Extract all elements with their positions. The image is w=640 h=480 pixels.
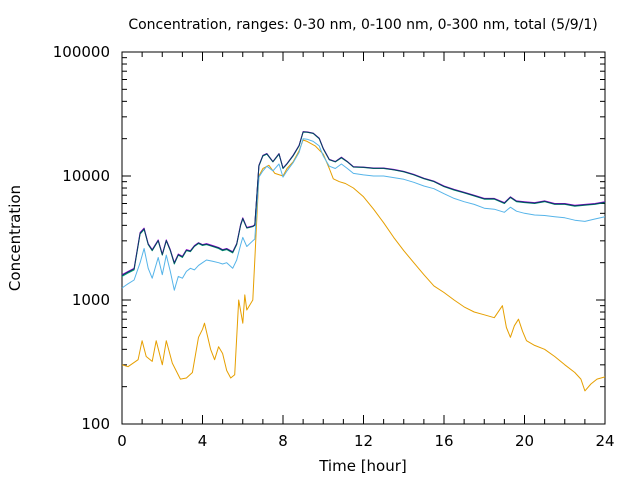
x-tick-label: 24 xyxy=(595,432,614,450)
series-line-5 xyxy=(121,131,606,276)
x-axis-ticks: 0 4 8 12 16 20 24 xyxy=(117,52,615,450)
x-axis-label: Time [hour] xyxy=(318,457,407,475)
x-tick-label: 20 xyxy=(515,432,534,450)
x-tick-label: 4 xyxy=(198,432,208,450)
y-tick-label: 100000 xyxy=(53,43,110,61)
x-tick-label: 8 xyxy=(278,432,288,450)
y-axis-label: Concentration xyxy=(6,185,24,291)
y-tick-label: 100 xyxy=(81,415,110,433)
data-series xyxy=(121,131,606,392)
y-tick-label: 1000 xyxy=(72,291,110,309)
y-tick-label: 10000 xyxy=(62,167,110,185)
series-line-1 xyxy=(121,139,606,392)
x-tick-label: 16 xyxy=(434,432,453,450)
y-axis-ticks: 100 1000 10000 100000 xyxy=(53,43,605,433)
plot-area-frame xyxy=(121,51,606,425)
series-line-3 xyxy=(121,131,606,277)
series-line-2 xyxy=(121,138,606,291)
x-tick-label: 0 xyxy=(117,432,127,450)
x-tick-label: 12 xyxy=(354,432,373,450)
chart-title: Concentration, ranges: 0-30 nm, 0-100 nm… xyxy=(128,17,597,33)
